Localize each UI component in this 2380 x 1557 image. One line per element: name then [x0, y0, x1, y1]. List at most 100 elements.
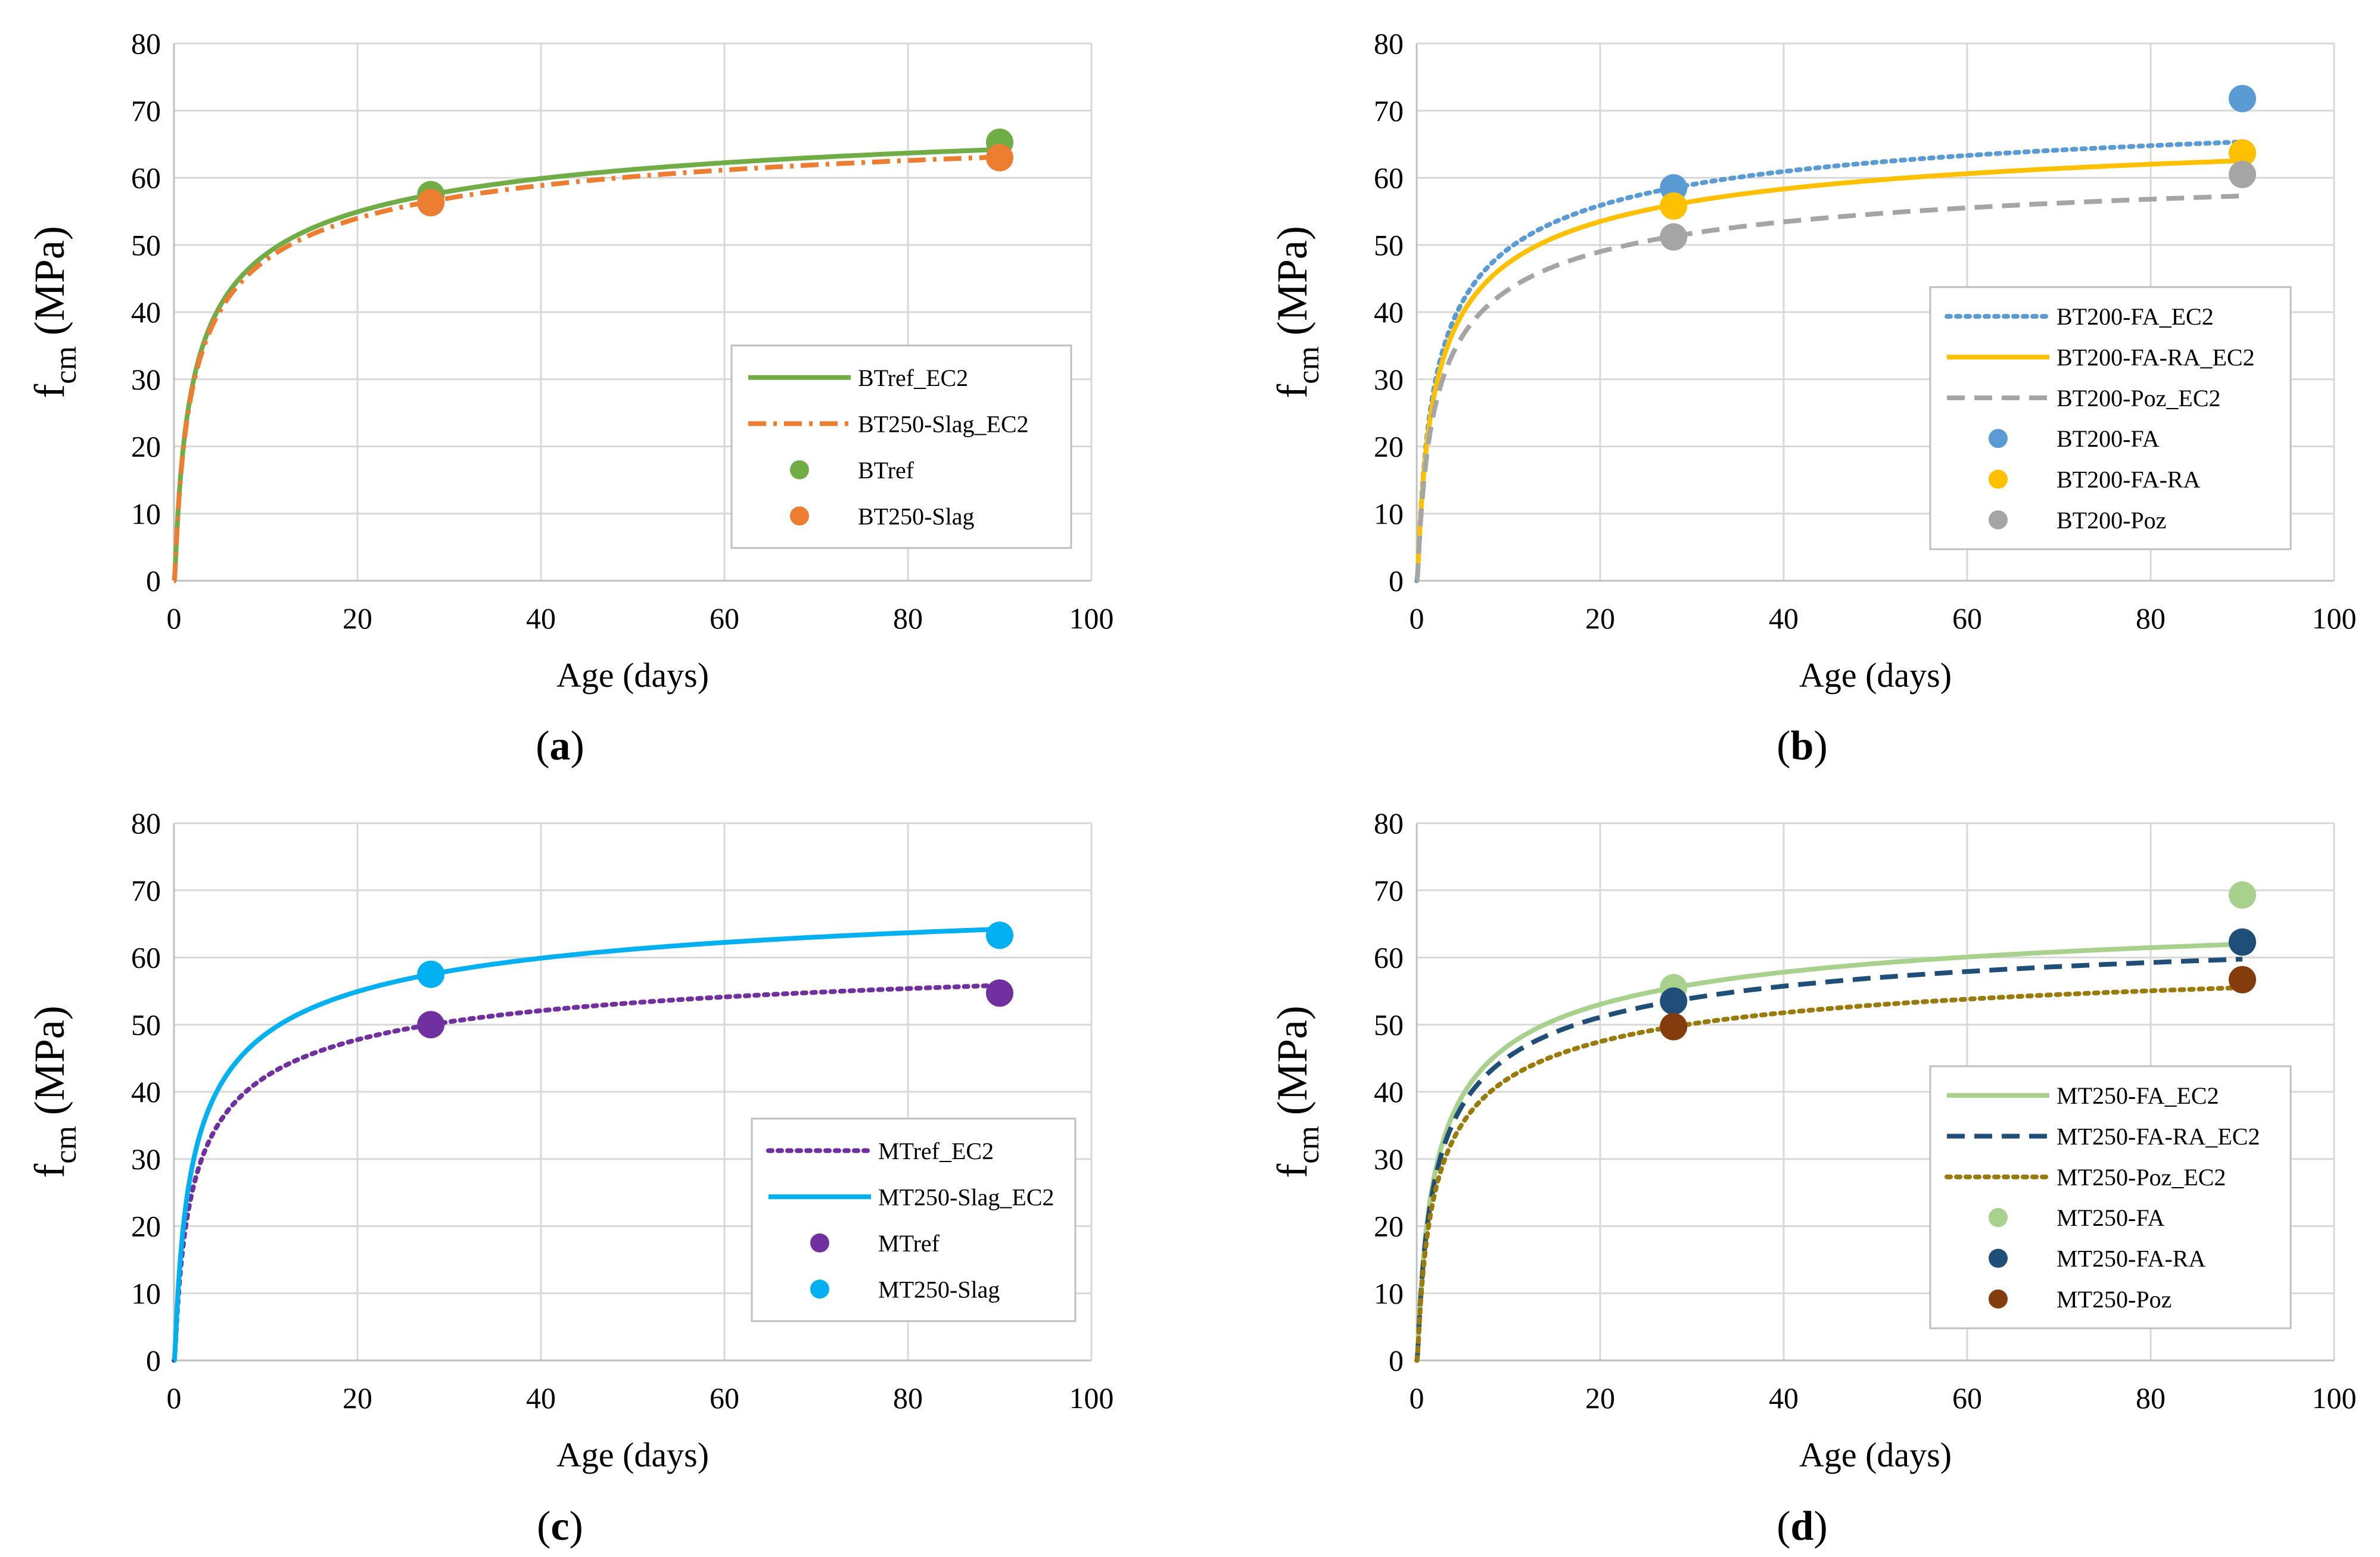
legend-label: BT250-Slag — [858, 503, 975, 530]
x-tick-label: 40 — [526, 602, 556, 635]
legend: MT250-FA_EC2 MT250-FA-RA_EC2 MT250-Poz_EC2… — [1929, 1065, 2292, 1329]
y-tick-label: 10 — [131, 497, 161, 530]
legend-label: BT200-Poz — [2057, 507, 2166, 534]
legend-label: BT250-Slag_EC2 — [858, 410, 1029, 437]
y-tick-label: 70 — [1374, 874, 1404, 907]
legend: BTref_EC2 BT250-Slag_EC2 BTref BT250-Slag — [730, 344, 1072, 549]
legend-label: BTref_EC2 — [858, 365, 968, 391]
x-tick-label: 20 — [1585, 602, 1615, 635]
legend-label: MT250-Slag — [878, 1276, 1000, 1303]
data-point-mt250-fa — [2229, 881, 2256, 909]
legend-box — [1929, 1065, 2292, 1329]
panel-label-letter: c — [550, 1503, 569, 1549]
panel-label-letter: b — [1791, 723, 1814, 769]
x-tick-label: 0 — [1410, 602, 1424, 635]
y-axis-title: fcm (MPa) — [26, 226, 83, 398]
x-tick-label: 60 — [1952, 602, 1982, 635]
y-tick-label: 60 — [1374, 941, 1404, 974]
x-axis-title: Age (days) — [1799, 1435, 1952, 1474]
data-point-bt250-slag — [417, 189, 445, 217]
y-tick-label: 70 — [131, 874, 161, 907]
y-axis-title: fcm (MPa) — [26, 1005, 83, 1178]
panel-label-close: ) — [571, 723, 584, 769]
series-line-mtref-ec2 — [172, 983, 1002, 1363]
series-line-bt200-fa-ra-ec2 — [1414, 158, 2243, 583]
legend-symbol-marker — [810, 1233, 829, 1253]
y-axis-title-unit: (MPa) — [1268, 1005, 1316, 1126]
y-axis-title-unit: (MPa) — [26, 226, 73, 346]
legend-label: BTref — [858, 457, 914, 484]
legend-label: MT250-FA-RA_EC2 — [2057, 1123, 2260, 1150]
legend-label: MT250-Poz — [2057, 1286, 2171, 1313]
panel-label: (d) — [1777, 1503, 1828, 1549]
panel-label: (a) — [536, 723, 584, 769]
series-line-mt250-fa-ec2 — [1414, 942, 2243, 1363]
series-line-bt200-poz-ec2 — [1414, 194, 2243, 583]
y-tick-label: 80 — [131, 27, 161, 60]
panel-label-close: ) — [1813, 723, 1827, 769]
legend-label: MT250-FA — [2057, 1204, 2165, 1231]
data-point-mt250-fa-ra — [1660, 987, 1688, 1015]
x-axis-title: Age (days) — [1799, 656, 1952, 695]
data-point-bt200-poz — [2229, 160, 2256, 188]
legend-symbol-marker — [790, 506, 809, 526]
legend-symbol-marker — [1989, 469, 2008, 489]
legend-symbol-marker — [1989, 510, 2008, 530]
y-tick-label: 20 — [1374, 1210, 1404, 1243]
y-tick-label: 20 — [131, 430, 161, 463]
panel-label-open: ( — [1777, 723, 1790, 769]
y-tick-label: 80 — [1374, 27, 1404, 60]
data-point-mt250-slag — [986, 921, 1013, 949]
data-point-bt200-fa-ra — [1660, 192, 1688, 220]
x-tick-label: 100 — [2312, 602, 2357, 635]
legend-symbol-marker — [1989, 429, 2008, 449]
x-tick-label: 80 — [2136, 1381, 2166, 1415]
y-axis-title-unit: (MPa) — [26, 1005, 73, 1126]
panel-label-open: ( — [537, 1503, 550, 1549]
y-tick-label: 20 — [131, 1210, 161, 1243]
x-tick-label: 80 — [893, 1381, 923, 1415]
x-tick-label: 80 — [893, 602, 923, 635]
legend-symbol-marker — [810, 1279, 829, 1299]
series-line-mt250-poz-ec2 — [1414, 985, 2245, 1363]
y-tick-label: 40 — [131, 295, 161, 329]
y-axis-title-main: f — [1268, 1164, 1316, 1178]
chart-panel-a: 0 20 40 60 80 100 0 10 20 30 40 50 60 70 80 Age (days) f… — [26, 27, 1114, 769]
legend-symbol-marker — [1989, 1289, 2008, 1309]
data-point-bt200-fa-ra — [2229, 139, 2256, 167]
y-tick-label: 0 — [1389, 564, 1404, 597]
data-point-bt200-fa — [2229, 85, 2256, 113]
y-tick-label: 80 — [131, 806, 161, 840]
legend-symbol-marker — [1989, 1208, 2008, 1228]
y-tick-label: 10 — [1374, 1276, 1404, 1310]
legend-label: MT250-Poz_EC2 — [2057, 1164, 2226, 1191]
legend-label: BT200-FA-RA — [2057, 466, 2201, 493]
x-axis-title: Age (days) — [556, 656, 709, 695]
y-axis-title-subscript: cm — [1292, 346, 1326, 384]
x-tick-label: 0 — [1410, 1381, 1424, 1415]
panel-label-open: ( — [536, 723, 549, 769]
y-tick-label: 70 — [1374, 94, 1404, 127]
series-line-mt250-slag-ec2 — [172, 926, 1000, 1363]
y-tick-label: 50 — [1374, 228, 1404, 261]
y-tick-label: 0 — [1389, 1344, 1404, 1377]
y-tick-label: 20 — [1374, 430, 1404, 463]
y-tick-label: 30 — [131, 363, 161, 396]
x-tick-label: 20 — [343, 1381, 372, 1415]
y-axis-title-main: f — [26, 1164, 73, 1178]
chart-panel-d: 0 20 40 60 80 100 0 10 20 30 40 50 60 70 80 Age (days) f… — [1268, 806, 2357, 1549]
data-point-mtref — [417, 1011, 445, 1039]
y-tick-label: 70 — [131, 94, 161, 127]
x-axis-title: Age (days) — [556, 1435, 709, 1474]
y-axis-title-main: f — [26, 384, 73, 398]
y-tick-label: 60 — [1374, 161, 1404, 195]
x-tick-label: 0 — [167, 1381, 182, 1415]
y-axis-title-subscript: cm — [1292, 1126, 1326, 1164]
series-line-mt250-fa-ra-ec2 — [1414, 957, 2243, 1363]
y-tick-label: 40 — [131, 1075, 161, 1108]
x-tick-label: 0 — [167, 602, 182, 635]
legend-label: BT200-FA-RA_EC2 — [2057, 344, 2255, 371]
panel-label-close: ) — [1813, 1503, 1827, 1549]
x-tick-label: 20 — [343, 602, 372, 635]
legend-label: BT200-FA_EC2 — [2057, 303, 2214, 330]
